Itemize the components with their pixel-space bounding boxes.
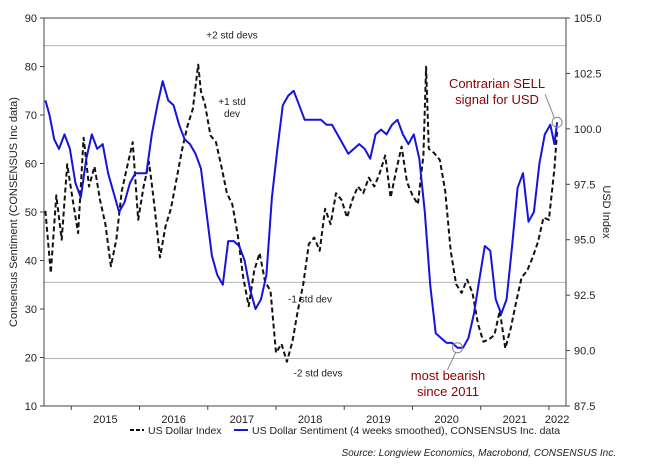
x-axis-tick-label: 2022	[545, 414, 569, 426]
usd-sentiment-line	[44, 80, 559, 349]
left-axis-tick-label: 30	[25, 304, 37, 316]
bearish-annotation: since 2011	[417, 384, 479, 399]
right-axis-tick-label: 87.5	[574, 401, 595, 413]
x-axis-tick-label: 2017	[230, 414, 254, 426]
sell-signal-annotation: signal for USD	[455, 92, 539, 107]
x-axis-tick-label: 2016	[161, 414, 185, 426]
bearish-marker	[452, 342, 464, 354]
sell-signal-annotation: Contrarian SELL	[449, 76, 545, 91]
left-axis-title: Consensus Sentiment (CONSENSUS Inc data)	[8, 97, 20, 327]
right-axis-tick-label: 92.5	[574, 290, 595, 302]
right-axis-tick-label: 100.0	[574, 124, 602, 136]
left-axis-tick-label: 20	[25, 353, 37, 365]
left-axis-tick-label: 80	[25, 62, 37, 74]
left-axis-tick-label: 90	[25, 13, 37, 25]
bearish-annotation: most bearish	[411, 368, 485, 383]
left-axis-tick-label: 50	[25, 207, 37, 219]
right-axis-tick-label: 95.0	[574, 235, 595, 247]
x-axis-tick-label: 2021	[503, 414, 527, 426]
left-axis-tick-label: 70	[25, 110, 37, 122]
right-axis-title: USD Index	[600, 185, 612, 239]
right-axis-tick-label: 90.0	[574, 346, 595, 358]
right-axis-tick-label: 97.5	[574, 179, 595, 191]
legend-label-usd-sentiment: US Dollar Sentiment (4 weeks smoothed), …	[252, 425, 560, 437]
x-axis-tick-label: 2015	[93, 414, 117, 426]
left-axis-tick-label: 60	[25, 159, 37, 171]
x-axis-tick-label: 2019	[366, 414, 390, 426]
reference-line-label: +2 std devs	[206, 31, 257, 42]
left-axis-tick-label: 40	[25, 256, 37, 268]
usd-index-line	[44, 63, 559, 363]
x-axis-tick-label: 2020	[434, 414, 458, 426]
left-axis-tick-label: 10	[25, 401, 37, 413]
right-axis-tick-label: 105.0	[574, 13, 602, 25]
inline-label: dev	[224, 109, 240, 120]
bearish-connector	[447, 352, 456, 371]
source-note: Source: Longview Economics, Macrobond, C…	[341, 448, 616, 459]
sell-signal-marker	[551, 116, 563, 128]
right-axis-tick-label: 102.5	[574, 68, 602, 80]
legend-label-usd-index: US Dollar Index	[148, 425, 222, 437]
inline-label: +1 std	[218, 97, 246, 108]
sell-signal-connector	[544, 94, 555, 118]
reference-line-label: -2 std devs	[294, 368, 343, 379]
reference-line-label: -1 std dev	[288, 294, 332, 305]
x-axis-tick-label: 2018	[298, 414, 322, 426]
